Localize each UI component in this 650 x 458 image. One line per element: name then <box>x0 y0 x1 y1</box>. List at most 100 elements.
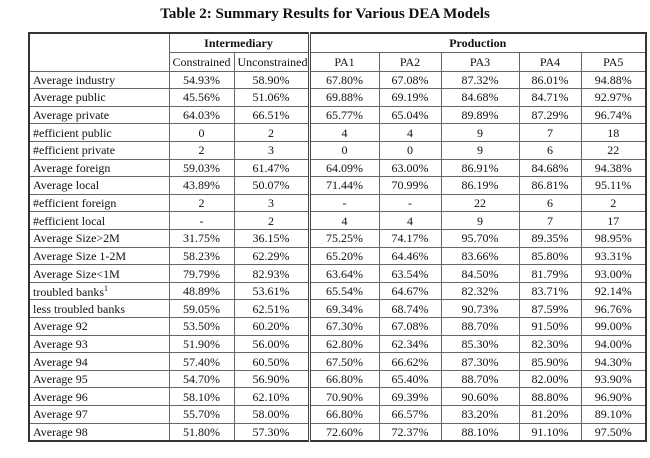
value-cell: 88.10% <box>440 422 520 442</box>
row-label-cell: Average 98 <box>28 422 170 442</box>
value-cell: 82.93% <box>233 264 311 283</box>
value-cell: 83.20% <box>440 405 520 424</box>
value-cell: 4 <box>308 211 380 230</box>
column-header: PA1 <box>308 51 380 72</box>
value-cell: 87.29% <box>518 105 582 125</box>
value-cell: 89.35% <box>518 228 582 248</box>
value-cell: 86.81% <box>518 176 582 195</box>
value-cell: 17 <box>580 211 647 230</box>
value-cell: 62.10% <box>233 387 311 407</box>
value-cell: 94.00% <box>580 334 647 354</box>
value-cell: 63.00% <box>378 158 442 178</box>
data-row: Average industry 54.93% 58.90% 67.80% 67.08%… <box>28 70 647 90</box>
value-cell: 64.09% <box>308 158 380 178</box>
value-cell: 69.34% <box>308 299 380 319</box>
value-cell: 70.99% <box>378 176 442 195</box>
column-header: Constrained <box>168 51 235 72</box>
value-cell: 4 <box>378 123 442 142</box>
row-label-cell: Average foreign <box>28 158 170 178</box>
value-cell: 6 <box>518 193 582 213</box>
row-label-cell: #efficient public <box>28 123 170 142</box>
data-row: Average 95 54.70% 56.90% 66.80% 65.40% 88.70%… <box>28 369 647 389</box>
value-cell: 70.90% <box>308 387 380 407</box>
value-cell: 90.73% <box>440 299 520 319</box>
row-label-cell: Average 95 <box>28 369 170 389</box>
value-cell: 67.30% <box>308 317 380 336</box>
value-cell: 69.39% <box>378 387 442 407</box>
data-row: Average 96 58.10% 62.10% 70.90% 69.39% 90.60%… <box>28 387 647 407</box>
value-cell: 84.68% <box>440 88 520 107</box>
value-cell: 53.61% <box>233 281 311 301</box>
value-cell: 63.64% <box>308 264 380 283</box>
value-cell: 69.19% <box>378 88 442 107</box>
column-header: Unconstrained <box>233 51 311 72</box>
results-table: Intermediary Production Constrained Unconst… <box>28 32 647 442</box>
value-cell: 0 <box>308 140 380 160</box>
value-cell: 2 <box>233 123 311 142</box>
value-cell: 61.47% <box>233 158 311 178</box>
row-label-cell: Average Size 1-2M <box>28 246 170 266</box>
value-cell: 84.50% <box>440 264 520 283</box>
data-row: Average 93 51.90% 56.00% 62.80% 62.34% 85.30%… <box>28 334 647 354</box>
value-cell: 57.30% <box>233 422 311 442</box>
value-cell: 4 <box>378 211 442 230</box>
row-label-cell: Average 93 <box>28 334 170 354</box>
data-row: Average Size<1M 79.79% 82.93% 63.64% 63.54% 8… <box>28 264 647 283</box>
value-cell: 98.95% <box>580 228 647 248</box>
value-cell: 51.80% <box>168 422 235 442</box>
row-label: Average industry <box>33 72 116 87</box>
value-cell: 66.51% <box>233 105 311 125</box>
table-head: Intermediary Production Constrained Unconst… <box>28 32 647 72</box>
value-cell: 48.89% <box>168 281 235 301</box>
value-cell: 91.10% <box>518 422 582 442</box>
data-row: Average 94 57.40% 60.50% 67.50% 66.62% 87.30%… <box>28 352 647 371</box>
value-cell: 83.71% <box>518 281 582 301</box>
row-label: #efficient private <box>33 143 116 158</box>
group-header: Intermediary <box>168 32 311 53</box>
column-header: PA4 <box>518 51 582 72</box>
value-cell: 71.44% <box>308 176 380 195</box>
value-cell: 86.19% <box>440 176 520 195</box>
value-cell: 64.67% <box>378 281 442 301</box>
row-label-cell: Average industry <box>28 70 170 90</box>
footnote-mark: 1 <box>104 283 108 293</box>
value-cell: 92.97% <box>580 88 647 107</box>
value-cell: 58.10% <box>168 387 235 407</box>
row-label-cell: Average private <box>28 105 170 125</box>
value-cell: 62.80% <box>308 334 380 354</box>
data-row: Average foreign 59.03% 61.47% 64.09% 63.00% 8… <box>28 158 647 178</box>
data-row: Average public 45.56% 51.06% 69.88% 69.19% 84… <box>28 88 647 107</box>
value-cell: 59.03% <box>168 158 235 178</box>
value-cell: 9 <box>440 123 520 142</box>
value-cell: 93.90% <box>580 369 647 389</box>
value-cell: 22 <box>580 140 647 160</box>
value-cell: 65.77% <box>308 105 380 125</box>
row-label: Average Size<1M <box>33 266 120 281</box>
column-header-row: Constrained Unconstrained PA1 PA2 PA3 PA4 PA5 <box>29 51 647 72</box>
table-title: Table 2: Summary Results for Various DEA… <box>160 6 490 22</box>
value-cell: 85.90% <box>518 352 582 371</box>
value-cell: 62.34% <box>378 334 442 354</box>
value-cell: 65.04% <box>378 105 442 125</box>
data-row: Average Size>2M 31.75% 36.15% 75.25% 74.17% 9… <box>28 228 647 248</box>
row-label-cell: Average 92 <box>28 317 170 336</box>
row-label-cell: Average Size<1M <box>28 264 170 283</box>
value-cell: 66.80% <box>308 405 380 424</box>
value-cell: 58.00% <box>233 405 311 424</box>
value-cell: 51.90% <box>168 334 235 354</box>
value-cell: 55.70% <box>168 405 235 424</box>
value-cell: 96.74% <box>580 105 647 125</box>
value-cell: 92.14% <box>580 281 647 301</box>
row-label: Average Size 1-2M <box>33 248 127 263</box>
row-label: troubled banks <box>33 284 104 299</box>
data-row: Average 98 51.80% 57.30% 72.60% 72.37% 88.10%… <box>28 422 647 442</box>
value-cell: 56.90% <box>233 369 311 389</box>
value-cell: 66.62% <box>378 352 442 371</box>
value-cell: 88.80% <box>518 387 582 407</box>
data-row: #efficient local -2 4 4 9 7 17 <box>28 211 647 230</box>
value-cell: 18 <box>580 123 647 142</box>
value-cell: 56.00% <box>233 334 311 354</box>
row-label-cell: Average public <box>28 88 170 107</box>
value-cell: 82.00% <box>518 369 582 389</box>
data-row: Average 97 55.70% 58.00% 66.80% 66.57% 83.20%… <box>28 405 647 424</box>
